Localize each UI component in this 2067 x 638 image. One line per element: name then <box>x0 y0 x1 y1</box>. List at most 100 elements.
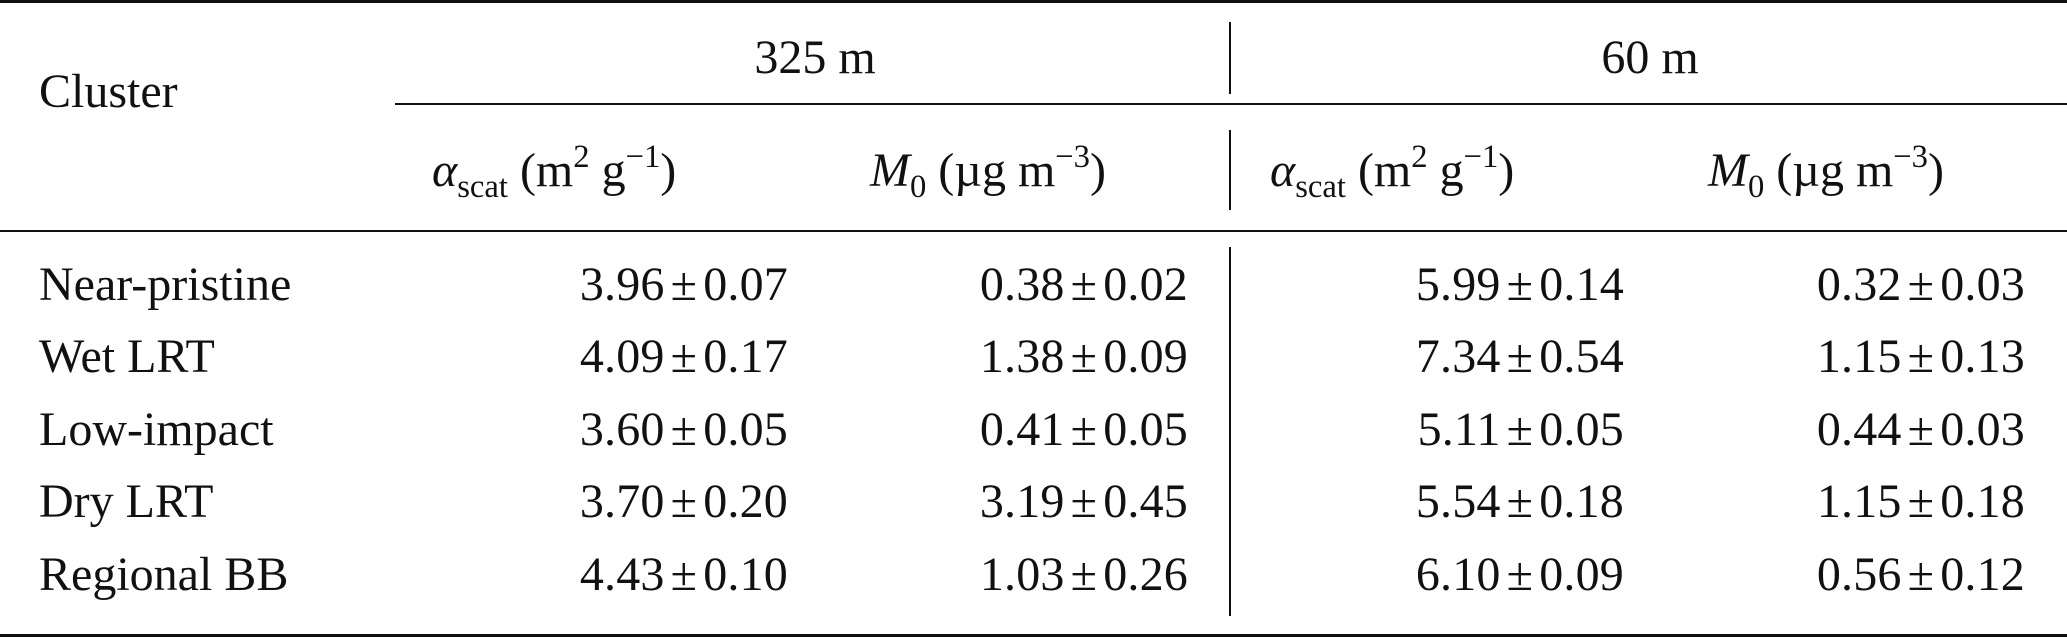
value: 5.11 <box>1417 403 1501 456</box>
value: 0.56 <box>1816 548 1902 601</box>
m0-units-prefix: (µg m <box>1776 144 1894 197</box>
uncertainty: 0.07 <box>703 258 788 311</box>
uncertainty: 0.05 <box>703 403 788 456</box>
uncertainty: 0.02 <box>1103 258 1188 311</box>
group-underline <box>395 103 2067 105</box>
plus-minus-symbol: ± <box>1907 475 1935 528</box>
group-60m-header: 60 m <box>1601 31 1699 84</box>
table-cell-m0-325: 1.38 ±0.09 <box>980 333 1188 381</box>
m0-units-suffix: ) <box>1928 144 1944 197</box>
alpha-units-exp1: 2 <box>573 139 590 176</box>
table-cell-alpha-60: 6.10 ±0.09 <box>1416 551 1624 599</box>
table-cell-m0-325: 0.38 ±0.02 <box>980 261 1188 309</box>
value: 5.99 <box>1415 258 1501 311</box>
value: 1.15 <box>1816 330 1902 383</box>
plus-minus-symbol: ± <box>670 548 698 601</box>
table-cell-m0-325: 0.41 ±0.05 <box>980 406 1188 454</box>
alpha-units-prefix: (m <box>1357 144 1412 197</box>
table-cell-alpha-325: 3.60 ±0.05 <box>580 406 788 454</box>
header-bottom-rule <box>0 230 2067 232</box>
plus-minus-symbol: ± <box>1907 403 1935 456</box>
value: 6.10 <box>1415 548 1501 601</box>
alpha-symbol: α <box>1270 144 1296 197</box>
m0-subscript: 0 <box>909 168 927 205</box>
alpha-units-exp2: −1 <box>625 139 661 176</box>
m0-units-exp: −3 <box>1893 139 1928 176</box>
alpha-units-exp1: 2 <box>1411 139 1428 176</box>
plus-minus-symbol: ± <box>1506 330 1534 383</box>
m0-units-exp: −3 <box>1055 139 1090 176</box>
value: 0.38 <box>979 258 1065 311</box>
plus-minus-symbol: ± <box>1907 258 1935 311</box>
body-separator <box>1229 247 1231 616</box>
value: 3.19 <box>979 475 1065 528</box>
table-cell-alpha-325: 3.70 ±0.20 <box>580 478 788 526</box>
uncertainty: 0.03 <box>1940 258 2025 311</box>
table-cell-m0-325: 3.19 ±0.45 <box>980 478 1188 526</box>
table-row-cluster: Wet LRT <box>39 330 215 383</box>
table-cell-m0-60: 0.44 ±0.03 <box>1817 406 2025 454</box>
plus-minus-symbol: ± <box>1070 403 1098 456</box>
alpha-units-suffix: ) <box>660 144 677 197</box>
alpha-units-mid: g <box>589 144 626 197</box>
top-rule <box>0 0 2067 3</box>
value: 3.60 <box>579 403 665 456</box>
alpha-units-suffix: ) <box>1498 144 1515 197</box>
table-row-cluster: Low-impact <box>39 403 274 456</box>
table-row-cluster: Regional BB <box>39 548 289 601</box>
table-cell-m0-325: 1.03 ±0.26 <box>980 551 1188 599</box>
plus-minus-symbol: ± <box>670 330 698 383</box>
table-cell-alpha-325: 4.09 ±0.17 <box>580 333 788 381</box>
alpha-scat-325-header: αscat (m2 g−1) <box>432 141 677 203</box>
plus-minus-symbol: ± <box>1070 330 1098 383</box>
uncertainty: 0.12 <box>1940 548 2025 601</box>
value: 5.54 <box>1415 475 1501 528</box>
m0-60-header: M0 (µg m−3) <box>1708 141 1944 203</box>
value: 7.34 <box>1415 330 1501 383</box>
plus-minus-symbol: ± <box>1070 258 1098 311</box>
plus-minus-symbol: ± <box>670 475 698 528</box>
alpha-scat-60-header: αscat (m2 g−1) <box>1270 141 1515 203</box>
plus-minus-symbol: ± <box>1070 475 1098 528</box>
table-cell-alpha-60: 7.34 ±0.54 <box>1416 333 1624 381</box>
alpha-units-prefix: (m <box>519 144 574 197</box>
alpha-subscript: scat <box>457 168 508 205</box>
value: 0.41 <box>979 403 1065 456</box>
m0-units-suffix: ) <box>1090 144 1106 197</box>
uncertainty: 0.05 <box>1103 403 1188 456</box>
m0-symbol: M <box>1708 144 1748 197</box>
value: 3.70 <box>579 475 665 528</box>
plus-minus-symbol: ± <box>1506 403 1534 456</box>
m0-units-prefix: (µg m <box>938 144 1056 197</box>
plus-minus-symbol: ± <box>1907 548 1935 601</box>
table-row-cluster: Dry LRT <box>39 475 214 528</box>
uncertainty: 0.14 <box>1539 258 1624 311</box>
uncertainty: 0.09 <box>1539 548 1624 601</box>
uncertainty: 0.10 <box>703 548 788 601</box>
subheader-separator <box>1229 130 1231 210</box>
plus-minus-symbol: ± <box>1506 258 1534 311</box>
table-cell-m0-60: 0.56 ±0.12 <box>1817 551 2025 599</box>
plus-minus-symbol: ± <box>1506 475 1534 528</box>
value: 1.03 <box>979 548 1065 601</box>
uncertainty: 0.17 <box>703 330 788 383</box>
table-cell-alpha-60: 5.99 ±0.14 <box>1416 261 1624 309</box>
plus-minus-symbol: ± <box>1506 548 1534 601</box>
uncertainty: 0.54 <box>1539 330 1624 383</box>
m0-symbol: M <box>870 144 910 197</box>
alpha-symbol: α <box>432 144 458 197</box>
value: 4.43 <box>579 548 665 601</box>
uncertainty: 0.20 <box>703 475 788 528</box>
plus-minus-symbol: ± <box>670 258 698 311</box>
table-cell-alpha-325: 3.96 ±0.07 <box>580 261 788 309</box>
table-cell-m0-60: 1.15 ±0.13 <box>1817 333 2025 381</box>
m0-325-header: M0 (µg m−3) <box>870 141 1106 203</box>
value: 3.96 <box>579 258 665 311</box>
uncertainty: 0.13 <box>1940 330 2025 383</box>
uncertainty: 0.45 <box>1103 475 1188 528</box>
alpha-units-mid: g <box>1427 144 1464 197</box>
table-cell-alpha-60: 5.11 ±0.05 <box>1418 406 1624 454</box>
uncertainty: 0.18 <box>1539 475 1624 528</box>
value: 1.15 <box>1816 475 1902 528</box>
table-row-cluster: Near-pristine <box>39 258 292 311</box>
